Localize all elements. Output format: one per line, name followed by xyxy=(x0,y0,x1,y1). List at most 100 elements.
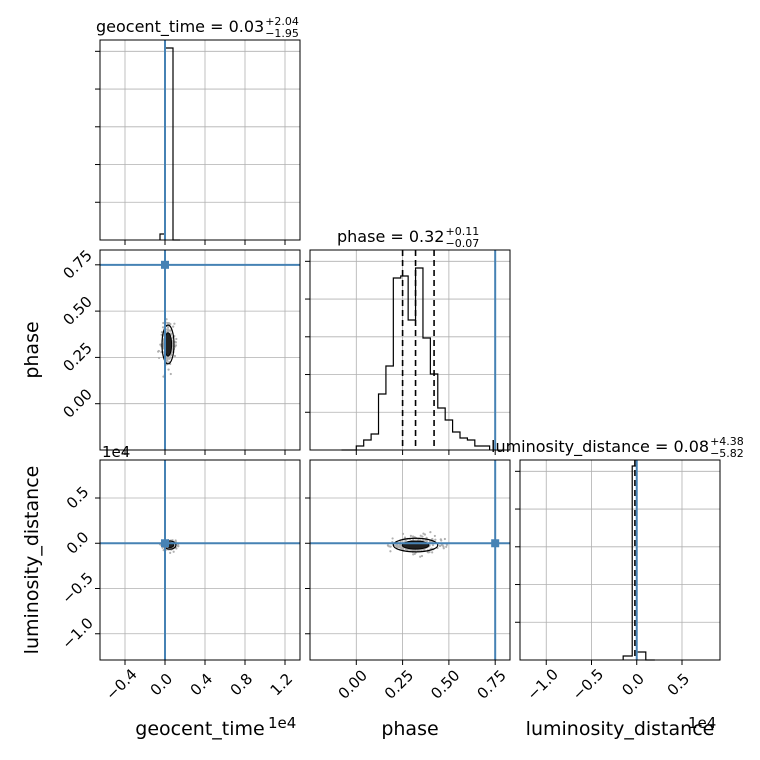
panel-phase xyxy=(305,249,511,455)
scatter-point xyxy=(441,544,444,547)
x-tick-label: −0.4 xyxy=(102,665,140,703)
title-luminosity_distance: luminosity_distance = 0.08 xyxy=(491,437,709,457)
scatter-point xyxy=(175,547,178,550)
scatter-point xyxy=(445,545,448,548)
x-tick-label: 0.00 xyxy=(335,666,371,702)
contour-outer xyxy=(161,324,175,365)
scatter-point xyxy=(403,536,407,539)
title-plus-error: +2.04 xyxy=(265,15,299,28)
scatter-point xyxy=(172,325,175,328)
scatter-point xyxy=(166,328,170,331)
scatter-point xyxy=(167,368,170,371)
y-tick-label: 0.75 xyxy=(59,246,95,282)
scatter-point xyxy=(174,345,177,348)
scatter-point xyxy=(170,354,173,357)
scatter-point xyxy=(424,539,427,542)
scatter-point xyxy=(434,538,437,541)
panel-geocent_time-vs-phase: 0.00 0.25 0.50 0.75 xyxy=(59,246,301,455)
title-geocent_time: geocent_time = 0.03 xyxy=(96,17,264,37)
scatter-point xyxy=(167,326,170,329)
scatter-point xyxy=(439,538,443,541)
scatter-point xyxy=(167,322,170,325)
scatter-point xyxy=(173,322,176,325)
scatter-point xyxy=(419,555,422,558)
title-minus-error: −0.07 xyxy=(445,237,479,250)
panel-frame xyxy=(99,249,301,451)
truth-marker xyxy=(161,539,169,548)
scatter-point xyxy=(386,544,390,547)
scatter-point xyxy=(174,539,177,542)
scatter-point xyxy=(420,554,424,558)
panel-frame xyxy=(519,459,721,661)
title-minus-error: −5.82 xyxy=(710,447,744,460)
scatter-point xyxy=(429,531,432,534)
y-tick-label: 0.5 xyxy=(63,483,93,513)
scatter-point xyxy=(169,329,172,332)
x-tick-label: −1.0 xyxy=(523,665,561,703)
title-plus-error: +4.38 xyxy=(710,435,744,448)
histogram-luminosity_distance xyxy=(622,465,655,661)
panel-geocent_time-vs-luminosity_distance: −1.0 −0.5 0.0 0.5 xyxy=(58,459,301,665)
y-axis-label-phase: phase xyxy=(21,321,43,378)
scatter-point xyxy=(426,551,429,554)
scatter-point xyxy=(391,537,394,540)
x-tick-label: 0.75 xyxy=(473,666,509,702)
y-tick-label: 0.50 xyxy=(59,293,95,329)
scatter-point xyxy=(165,318,168,321)
scatter-point xyxy=(443,537,446,541)
y-tick-label: 0.25 xyxy=(59,339,95,375)
x-tick-label: 0.0 xyxy=(618,670,648,700)
scatter-point xyxy=(175,337,178,341)
scatter-point xyxy=(419,534,422,537)
panel-geocent_time xyxy=(95,39,301,245)
x-tick-label: 0.0 xyxy=(147,670,177,700)
histogram-phase xyxy=(341,267,491,451)
title-plus-error: +0.11 xyxy=(445,225,479,238)
x-tick-label: 0.25 xyxy=(381,666,417,702)
scatter-point xyxy=(157,350,160,353)
scatter-point xyxy=(169,372,172,376)
scatter-point xyxy=(388,545,391,548)
histogram-geocent_time xyxy=(159,47,180,241)
scatter-point xyxy=(396,544,399,547)
scatter-point xyxy=(169,551,172,554)
scatter-point xyxy=(431,544,435,547)
x-axis-label-geocent-time: geocent_time xyxy=(135,718,264,740)
title-minus-error: −1.95 xyxy=(265,27,299,40)
scatter-point xyxy=(445,543,448,546)
y-tick-label: −1.0 xyxy=(58,614,96,652)
offset-text-luminosity-distance-x: 1e4 xyxy=(688,714,716,732)
scatter-point xyxy=(420,549,423,552)
offset-text-luminosity-distance-y: 1e4 xyxy=(102,443,130,461)
scatter-point xyxy=(389,550,392,553)
y-tick-label: 0.00 xyxy=(59,385,95,421)
scatter-point xyxy=(399,544,402,547)
panel-luminosity_distance xyxy=(515,459,721,665)
x-tick-label: 0.5 xyxy=(664,670,694,700)
scatter-point xyxy=(438,544,441,548)
scatter-point xyxy=(425,536,428,539)
panel-frame xyxy=(309,249,511,451)
scatter-point xyxy=(428,550,431,554)
scatter-point xyxy=(160,330,164,334)
contour-inner xyxy=(401,540,430,550)
y-tick-label: 0.0 xyxy=(63,528,93,558)
truth-marker xyxy=(161,260,169,269)
offset-text-geocent-time: 1e4 xyxy=(268,714,296,732)
scatter-point xyxy=(398,546,401,549)
scatter-point xyxy=(162,321,165,325)
scatter-point xyxy=(162,375,165,378)
scatter-point xyxy=(413,552,416,556)
scatter-point xyxy=(159,343,162,346)
scatter-point xyxy=(172,550,175,553)
panel-frame xyxy=(309,459,511,661)
y-axis-label-luminosity-distance: luminosity_distance xyxy=(21,466,43,655)
x-tick-label: 0.50 xyxy=(427,666,463,702)
title-phase: phase = 0.32 xyxy=(337,227,444,246)
scatter-point xyxy=(422,548,426,551)
x-tick-label: 0.4 xyxy=(187,670,217,700)
scatter-point xyxy=(177,545,180,548)
scatter-point xyxy=(421,535,424,538)
x-tick-label: 1.2 xyxy=(267,670,297,700)
panel-frame xyxy=(99,39,301,241)
